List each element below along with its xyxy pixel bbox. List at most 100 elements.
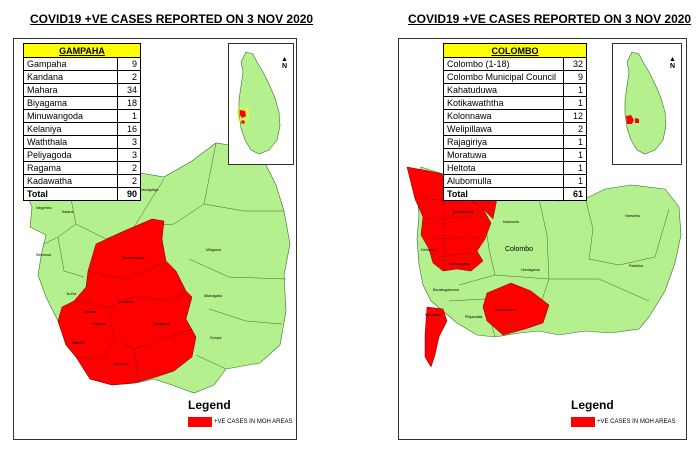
gampaha-legend-label: +VE CASES IN MOH AREAS bbox=[214, 419, 293, 425]
map-label-biyagama: Biyagama bbox=[154, 322, 170, 326]
case-count: 1 bbox=[117, 109, 141, 123]
table-row: Alubomulla 1 bbox=[443, 174, 587, 188]
area-name: Moratuwa bbox=[443, 148, 564, 162]
area-name: Biyagama bbox=[23, 96, 118, 110]
total-count: 90 bbox=[117, 187, 141, 201]
area-name: Colombo (1-18) bbox=[443, 57, 564, 71]
map-label-kaduwela: Kaduwela bbox=[503, 220, 519, 224]
kahatuduwa-positive-area bbox=[482, 282, 550, 336]
map-label-seeduwa: Seeduwa bbox=[36, 253, 51, 257]
case-count: 3 bbox=[117, 135, 141, 149]
map-label-attanagalla: Attanagalla bbox=[204, 294, 222, 298]
case-count: 34 bbox=[117, 83, 141, 97]
case-count: 2 bbox=[117, 174, 141, 188]
colombo-district-map: Kaduwela Hanwella Homagama Maharagama Pa… bbox=[406, 166, 682, 368]
total-row: Total 90 bbox=[23, 187, 141, 201]
sri-lanka-outline bbox=[624, 51, 667, 155]
area-name: Waththala bbox=[23, 135, 118, 149]
map-label-ja-ela: Ja-Ela bbox=[66, 292, 76, 296]
highlight-box bbox=[237, 107, 249, 121]
gampaha-inset-map: ▲ N bbox=[228, 43, 294, 165]
gampaha-positive-moh-areas bbox=[57, 218, 197, 386]
table-row: Biyagama 18 bbox=[23, 96, 141, 110]
table-row: Minuwangoda 1 bbox=[23, 109, 141, 123]
area-name: Minuwangoda bbox=[23, 109, 118, 123]
case-count: 32 bbox=[563, 57, 587, 71]
map-label-battaramulla: Battaramulla bbox=[453, 210, 473, 214]
area-name: Gampaha bbox=[23, 57, 118, 71]
map-label-padukka: Padukka bbox=[629, 264, 643, 268]
sri-lanka-outline bbox=[237, 51, 281, 155]
map-label-divulapitiya: Divulapitiya bbox=[140, 188, 158, 192]
table-row: Moratuwa 1 bbox=[443, 148, 587, 162]
case-count: 9 bbox=[563, 70, 587, 84]
area-name: Alubomulla bbox=[443, 174, 564, 188]
gampaha-legend-title: Legend bbox=[188, 398, 231, 412]
table-row: Kolonnawa 12 bbox=[443, 109, 587, 123]
case-count: 3 bbox=[117, 148, 141, 162]
case-count: 1 bbox=[563, 135, 587, 149]
area-name: Ragama bbox=[23, 161, 118, 175]
map-label-gampaha: Gampaha bbox=[118, 300, 134, 304]
map-label-hanwella: Hanwella bbox=[625, 214, 640, 218]
gampaha-district-map: Divulapitiya Negombo Katana Minuwangoda … bbox=[23, 142, 291, 394]
table-row: Ragama 2 bbox=[23, 161, 141, 175]
table-row: Waththala 3 bbox=[23, 135, 141, 149]
table-row: Colombo (1-18) 32 bbox=[443, 57, 587, 71]
map-label-piliyandala: Piliyandala bbox=[465, 315, 482, 319]
gampaha-title: COVID19 +VE CASES REPORTED ON 3 NOV 2020 bbox=[30, 12, 314, 26]
case-count: 2 bbox=[117, 70, 141, 84]
north-arrow-icon: ▲ N bbox=[281, 56, 288, 70]
inset-positive-area bbox=[626, 115, 634, 124]
case-count: 1 bbox=[563, 96, 587, 110]
colombo-district-label: Colombo bbox=[505, 246, 533, 253]
table-row: Peliyagoda 3 bbox=[23, 148, 141, 162]
table-row: Kadawatha 2 bbox=[23, 174, 141, 188]
case-count: 16 bbox=[117, 122, 141, 136]
map-label-homagama: Homagama bbox=[521, 268, 540, 272]
colombo-legend-label: +VE CASES IN MOH AREAS bbox=[597, 419, 676, 425]
colombo-inset-map: ▲ N bbox=[612, 43, 682, 165]
area-name: Kelaniya bbox=[23, 122, 118, 136]
colombo-cases-table: COLOMBO Colombo (1-18) 32 Colombo Municip… bbox=[443, 43, 587, 201]
table-row: Kotikawaththa 1 bbox=[443, 96, 587, 110]
case-count: 1 bbox=[563, 83, 587, 97]
gampaha-map-panel: Divulapitiya Negombo Katana Minuwangoda … bbox=[13, 38, 297, 440]
map-label-wattala: Wattala bbox=[72, 341, 84, 345]
gampaha-cases-table: GAMPAHA Gampaha 9 Kandana 2 Mahara 34 Biyag… bbox=[23, 43, 141, 201]
map-label-maharagama: Maharagama bbox=[449, 262, 470, 266]
case-count: 2 bbox=[117, 161, 141, 175]
table-row: Heltota 1 bbox=[443, 161, 587, 175]
gampaha-table-header: GAMPAHA bbox=[23, 43, 141, 58]
area-name: Heltota bbox=[443, 161, 564, 175]
area-name: Kandana bbox=[23, 70, 118, 84]
table-row: Welipillawa 2 bbox=[443, 122, 587, 136]
map-label-kelaniya: Kelaniya bbox=[114, 362, 128, 366]
area-name: Kahatuduwa bbox=[443, 83, 564, 97]
map-label-boralesgamuwa: Boralesgamuwa bbox=[433, 288, 459, 292]
case-count: 18 bbox=[117, 96, 141, 110]
area-name: Rajagiriya bbox=[443, 135, 564, 149]
moratuwa-positive-area bbox=[424, 306, 448, 368]
area-name: Welipillawa bbox=[443, 122, 564, 136]
map-label-moratuwa: Moratuwa bbox=[425, 313, 441, 317]
area-name: Colombo Municipal Council bbox=[443, 70, 564, 84]
map-label-mahara: Mahara bbox=[84, 310, 96, 314]
north-arrow-icon: ▲ N bbox=[669, 56, 676, 70]
total-row: Total 61 bbox=[443, 187, 587, 201]
map-label-ragama: Ragama bbox=[92, 322, 106, 326]
legend-swatch-positive bbox=[188, 417, 212, 427]
total-count: 61 bbox=[563, 187, 587, 201]
map-label-minuwangoda: Minuwangoda bbox=[122, 256, 144, 260]
legend-swatch-positive bbox=[571, 417, 595, 427]
table-row: Kelaniya 16 bbox=[23, 122, 141, 136]
case-count: 9 bbox=[117, 57, 141, 71]
area-name: Kotikawaththa bbox=[443, 96, 564, 110]
map-label-mirigama: Mirigama bbox=[206, 248, 221, 252]
case-count: 12 bbox=[563, 109, 587, 123]
map-label-dehiwala: Dehiwala bbox=[421, 248, 436, 252]
colombo-legend-title: Legend bbox=[571, 398, 614, 412]
colombo-map-panel: Kaduwela Hanwella Homagama Maharagama Pa… bbox=[398, 38, 687, 440]
map-label-negombo: Negombo bbox=[36, 206, 52, 210]
table-row: Mahara 34 bbox=[23, 83, 141, 97]
